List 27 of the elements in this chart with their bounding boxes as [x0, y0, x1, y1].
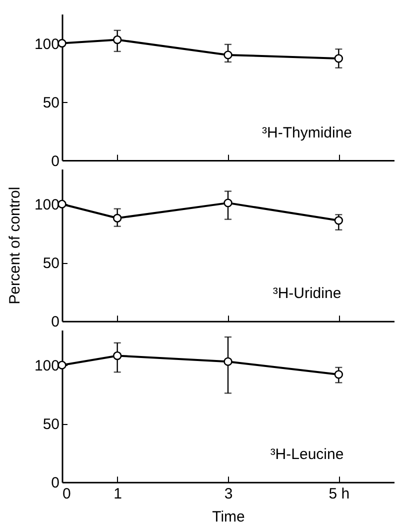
point — [112, 214, 122, 222]
x-tick-label: 1 — [114, 486, 122, 503]
y-tick-label: 100 — [34, 196, 60, 214]
point — [112, 35, 122, 44]
point — [334, 370, 344, 379]
y-tick-label: 50 — [42, 416, 60, 434]
point — [224, 357, 232, 366]
annotation: ³H-Uridine — [272, 285, 342, 302]
x-tick-label: 5 h — [328, 486, 350, 503]
x-tick-label: 0 — [62, 486, 71, 503]
annotation: ³H-Thymidine — [262, 124, 352, 142]
x-tick-label: 3 — [224, 486, 233, 503]
y-tick-label: 100 — [34, 36, 60, 53]
y-tick-label: 0 — [51, 314, 60, 331]
point — [334, 54, 344, 63]
y-tick-label: 50 — [42, 94, 60, 112]
point — [112, 351, 122, 360]
y-tick-label: 100 — [34, 358, 60, 375]
annotation: ³H-Leucine — [270, 446, 344, 464]
y-axis-title: Percent of control — [6, 186, 24, 304]
y-tick-label: 0 — [51, 474, 60, 492]
point — [224, 198, 232, 208]
point — [334, 216, 344, 225]
y-tick-label: 0 — [51, 152, 60, 170]
point — [224, 50, 232, 60]
x-axis-title: Time — [212, 508, 245, 522]
y-tick-label: 50 — [42, 255, 60, 272]
